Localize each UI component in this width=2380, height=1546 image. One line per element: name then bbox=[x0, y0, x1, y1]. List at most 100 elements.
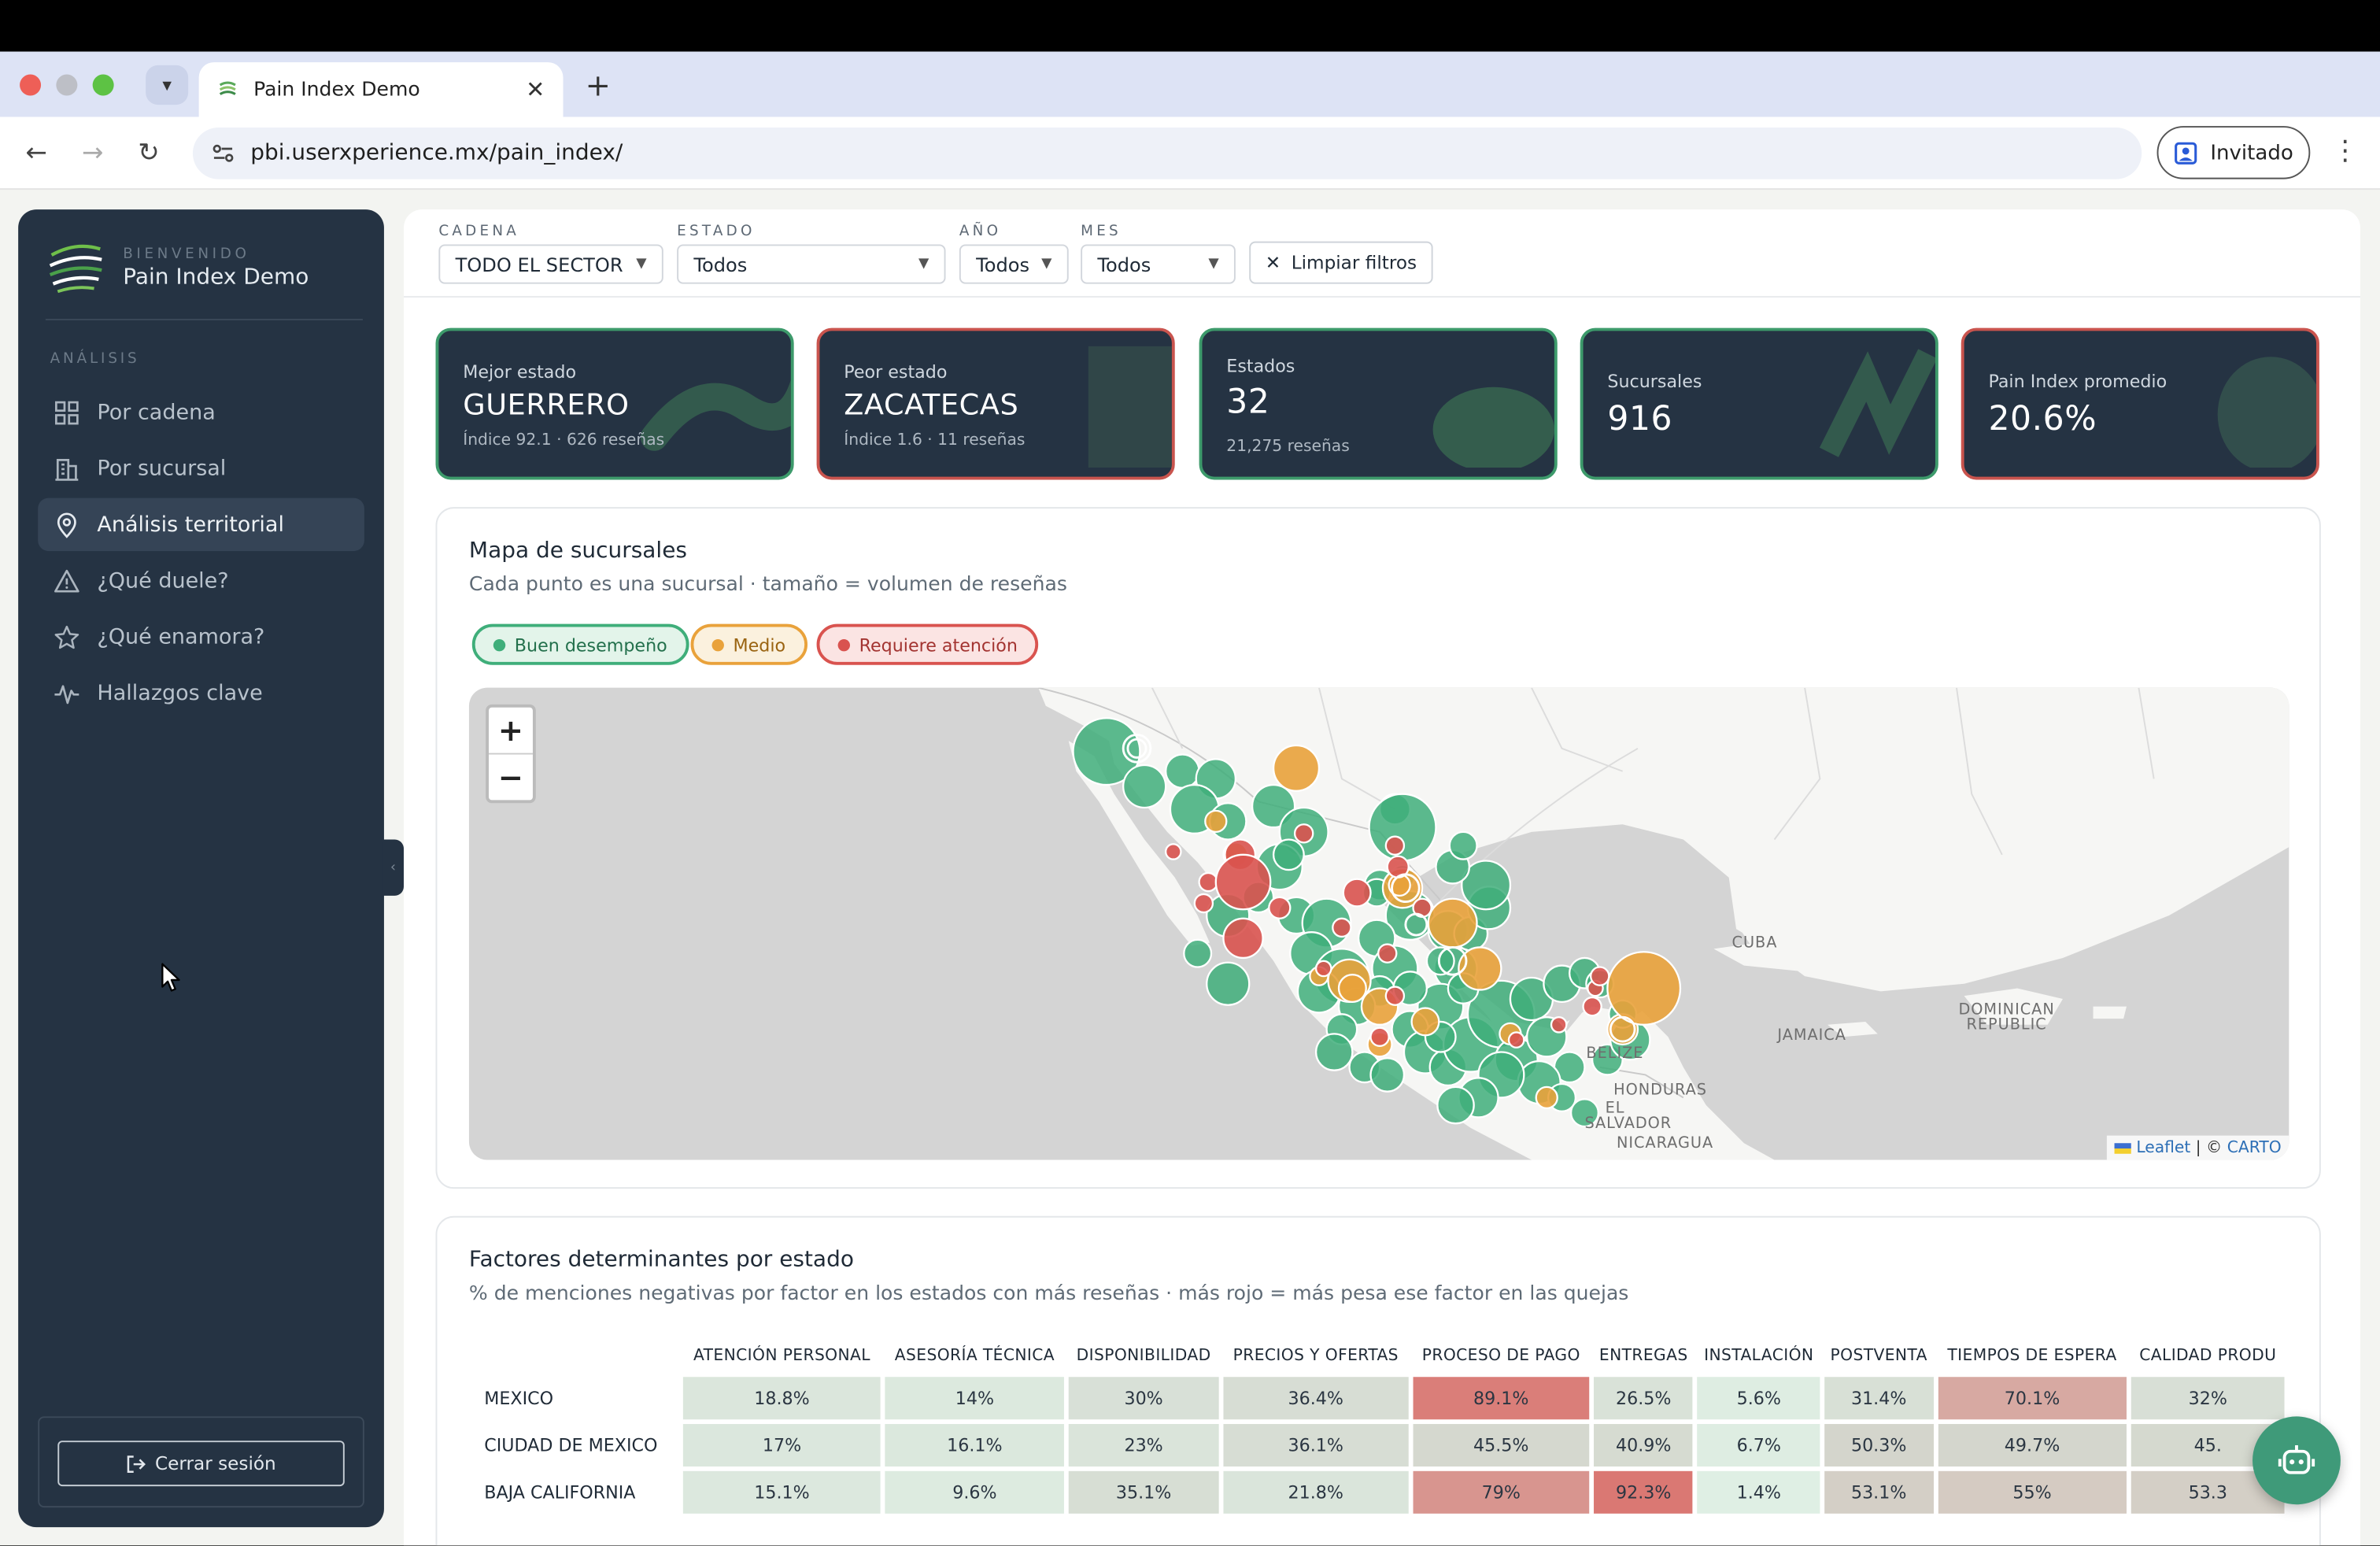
tab-search-button[interactable]: ▾ bbox=[146, 65, 189, 105]
legend-good[interactable]: Buen desempeño bbox=[471, 623, 689, 665]
robot-icon bbox=[2278, 1445, 2315, 1474]
profile-label: Invitado bbox=[2210, 140, 2293, 165]
map-attribution: Leaflet | © CARTO bbox=[2107, 1135, 2289, 1160]
factor-cell[interactable]: 55% bbox=[1937, 1470, 2127, 1514]
factor-cell[interactable]: 5.6% bbox=[1697, 1377, 1820, 1420]
minimize-window-button[interactable] bbox=[56, 74, 78, 96]
table-header: ASESORÍA TÉCNICA bbox=[894, 1346, 1055, 1365]
browser-tab[interactable]: Pain Index Demo ✕ bbox=[198, 62, 564, 117]
profile-button[interactable]: Invitado bbox=[2156, 126, 2311, 179]
factor-cell[interactable]: 23% bbox=[1068, 1424, 1219, 1467]
factor-cell[interactable]: 32% bbox=[2131, 1377, 2285, 1420]
legend-label: Buen desempeño bbox=[514, 634, 667, 656]
factor-cell[interactable]: 45.5% bbox=[1413, 1424, 1590, 1467]
factor-cell[interactable]: 26.5% bbox=[1594, 1377, 1694, 1420]
table-header: INSTALACIÓN bbox=[1704, 1346, 1814, 1365]
sidebar-item-por-cadena[interactable]: Por cadena bbox=[38, 386, 364, 439]
chevron-down-icon: ▼ bbox=[1041, 256, 1052, 272]
factor-cell[interactable]: 15.1% bbox=[682, 1470, 881, 1514]
legend-attention[interactable]: Requiere atención bbox=[816, 623, 1039, 665]
site-settings-icon[interactable] bbox=[211, 141, 235, 165]
state-cell: CIUDAD DE MEXICO bbox=[484, 1434, 658, 1456]
factor-cell[interactable]: 79% bbox=[1413, 1470, 1590, 1514]
factor-cell[interactable]: 40.9% bbox=[1594, 1424, 1694, 1467]
factor-cell[interactable]: 21.8% bbox=[1223, 1470, 1409, 1514]
estado-select[interactable]: Todos ▼ bbox=[677, 244, 946, 284]
factor-cell[interactable]: 53.1% bbox=[1824, 1470, 1934, 1514]
kpi-decoration bbox=[2217, 357, 2317, 468]
close-window-button[interactable] bbox=[20, 74, 42, 96]
leaflet-link[interactable]: Leaflet bbox=[2136, 1138, 2191, 1157]
reload-button[interactable]: ↻ bbox=[138, 138, 160, 169]
map-label-el-salvador: EL SALVADOR bbox=[1584, 1100, 1672, 1133]
map-label-nicaragua: NICARAGUA bbox=[1616, 1135, 1714, 1152]
main-panel: CADENA TODO EL SECTOR ▼ ESTADO Todos ▼ A… bbox=[404, 209, 2360, 1546]
zoom-out-button[interactable]: − bbox=[497, 759, 524, 796]
factor-cell[interactable]: 70.1% bbox=[1937, 1377, 2127, 1420]
address-bar[interactable]: pbi.userxperience.mx/pain_index/ bbox=[192, 128, 2142, 179]
mouse-cursor-icon bbox=[161, 963, 180, 992]
mes-select[interactable]: Todos ▼ bbox=[1081, 244, 1236, 284]
factors-table: ATENCIÓN PERSONAL ASESORÍA TÉCNICA DISPO… bbox=[469, 1334, 2289, 1518]
zoom-in-button[interactable]: + bbox=[497, 712, 524, 749]
table-row: CIUDAD DE MEXICO 17% 16.1% 23% 36.1% 45.5% 40.… bbox=[474, 1424, 2285, 1467]
back-button[interactable]: ← bbox=[25, 138, 48, 169]
cadena-select[interactable]: TODO EL SECTOR ▼ bbox=[438, 244, 663, 284]
table-header-row: ATENCIÓN PERSONAL ASESORÍA TÉCNICA DISPO… bbox=[474, 1339, 2285, 1372]
factor-cell[interactable]: 35.1% bbox=[1068, 1470, 1219, 1514]
new-tab-button[interactable]: + bbox=[585, 66, 612, 104]
forward-button[interactable]: → bbox=[81, 138, 104, 169]
close-tab-icon[interactable]: ✕ bbox=[526, 76, 545, 104]
factor-cell[interactable]: 6.7% bbox=[1697, 1424, 1820, 1467]
factor-cell[interactable]: 14% bbox=[885, 1377, 1064, 1420]
kpi-decoration bbox=[1819, 349, 1935, 457]
sidebar-item-hallazgos-clave[interactable]: Hallazgos clave bbox=[38, 667, 364, 720]
browser-menu-icon[interactable]: ⋮ bbox=[2331, 135, 2360, 168]
factor-cell[interactable]: 50.3% bbox=[1824, 1424, 1934, 1467]
factor-cell[interactable]: 89.1% bbox=[1413, 1377, 1590, 1420]
legend-dot bbox=[711, 638, 724, 651]
state-cell: MEXICO bbox=[484, 1387, 554, 1409]
anio-select[interactable]: Todos ▼ bbox=[959, 244, 1069, 284]
factor-cell[interactable]: 16.1% bbox=[885, 1424, 1064, 1467]
factor-cell[interactable]: 17% bbox=[682, 1424, 881, 1467]
sidebar-footer: Cerrar sesión bbox=[38, 1416, 364, 1508]
chat-assistant-button[interactable] bbox=[2252, 1416, 2341, 1505]
factor-cell[interactable]: 31.4% bbox=[1824, 1377, 1934, 1420]
legend-label: Requiere atención bbox=[859, 634, 1018, 656]
sidebar-item-que-enamora[interactable]: ¿Qué enamora? bbox=[38, 610, 364, 664]
state-cell: BAJA CALIFORNIA bbox=[484, 1481, 636, 1503]
attribution-separator: | © bbox=[2190, 1138, 2227, 1157]
maximize-window-button[interactable] bbox=[92, 74, 114, 96]
branch-map[interactable]: CUBA JAMAICA DOMINICAN REPUBLIC BELIZE H… bbox=[468, 687, 2289, 1160]
app-sidebar: BIENVENIDO Pain Index Demo ANÁLISIS Por … bbox=[18, 209, 384, 1528]
sidebar-item-por-sucursal[interactable]: Por sucursal bbox=[38, 442, 364, 495]
logout-label: Cerrar sesión bbox=[155, 1452, 276, 1474]
mes-select-value: Todos bbox=[1097, 253, 1151, 276]
factor-cell[interactable]: 36.1% bbox=[1223, 1424, 1409, 1467]
legend-medium[interactable]: Medio bbox=[690, 623, 808, 665]
carto-link[interactable]: CARTO bbox=[2227, 1138, 2282, 1157]
sidebar-item-que-duele[interactable]: ¿Qué duele? bbox=[38, 554, 364, 608]
chevron-down-icon: ▾ bbox=[162, 74, 172, 96]
factor-cell[interactable]: 92.3% bbox=[1594, 1470, 1694, 1514]
kpi-sub: Índice 92.1 · 626 reseñas bbox=[463, 431, 665, 449]
table-header: PRECIOS Y OFERTAS bbox=[1232, 1346, 1399, 1365]
welcome-label: BIENVENIDO bbox=[123, 245, 250, 262]
sidebar-collapse-handle[interactable]: ‹ bbox=[382, 839, 405, 896]
factor-cell[interactable]: 30% bbox=[1068, 1377, 1219, 1420]
sidebar-item-analisis-territorial[interactable]: Análisis territorial bbox=[38, 497, 364, 552]
factor-cell[interactable]: 1.4% bbox=[1697, 1470, 1820, 1514]
logout-button[interactable]: Cerrar sesión bbox=[57, 1441, 345, 1487]
kpi-sub: Índice 1.6 · 11 reseñas bbox=[844, 431, 1026, 449]
table-header: ENTREGAS bbox=[1598, 1346, 1688, 1365]
factor-cell[interactable]: 9.6% bbox=[885, 1470, 1064, 1514]
factor-cell[interactable]: 49.7% bbox=[1937, 1424, 2127, 1467]
building-icon bbox=[55, 458, 79, 480]
factor-cell[interactable]: 36.4% bbox=[1223, 1377, 1409, 1420]
kpi-value: ZACATECAS bbox=[844, 388, 1019, 423]
factor-cell[interactable]: 18.8% bbox=[682, 1377, 881, 1420]
kpi-label: Estados bbox=[1226, 355, 1295, 377]
filter-label-estado: ESTADO bbox=[677, 223, 756, 240]
clear-filters-button[interactable]: ✕ Limpiar filtros bbox=[1249, 241, 1433, 284]
